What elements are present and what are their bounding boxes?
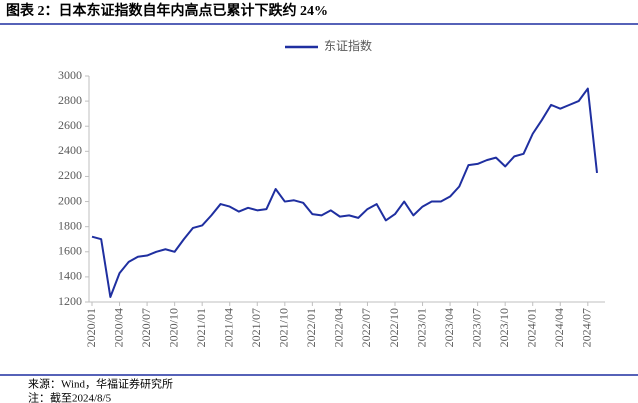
note: 注：截至2024/8/5 bbox=[28, 391, 112, 403]
x-tick-label: 2023/10 bbox=[497, 308, 511, 347]
x-tick-label: 2024/07 bbox=[580, 308, 594, 347]
y-tick-label: 1600 bbox=[58, 244, 82, 258]
x-tick-label: 2023/04 bbox=[442, 308, 456, 347]
x-tick-label: 2020/04 bbox=[111, 308, 125, 347]
y-tick-label: 1200 bbox=[58, 294, 82, 308]
y-tick-label: 2000 bbox=[58, 193, 82, 207]
x-tick-label: 2024/04 bbox=[552, 308, 566, 347]
y-tick-label: 2600 bbox=[58, 118, 82, 132]
y-tick-label: 2400 bbox=[58, 143, 82, 157]
x-tick-label: 2022/01 bbox=[304, 308, 318, 347]
x-tick-label: 2023/07 bbox=[469, 308, 483, 347]
legend-label: 东证指数 bbox=[324, 38, 372, 53]
x-tick-label: 2021/01 bbox=[194, 308, 208, 347]
x-tick-label: 2021/04 bbox=[221, 308, 235, 347]
x-tick-label: 2022/04 bbox=[332, 308, 346, 347]
x-tick-label: 2021/10 bbox=[277, 308, 291, 347]
y-tick-label: 3000 bbox=[58, 68, 82, 82]
x-tick-label: 2023/01 bbox=[414, 308, 428, 347]
y-tick-label: 1800 bbox=[58, 218, 82, 232]
data-line bbox=[91, 87, 598, 298]
y-tick-label: 1400 bbox=[58, 269, 82, 283]
x-tick-label: 2020/10 bbox=[166, 308, 180, 347]
y-tick-label: 2200 bbox=[58, 168, 82, 182]
source: 来源：Wind，华福证券研究所 bbox=[28, 377, 173, 391]
x-tick-label: 2024/01 bbox=[524, 308, 538, 347]
x-tick-label: 2021/07 bbox=[249, 308, 263, 347]
x-tick-label: 2022/10 bbox=[387, 308, 401, 347]
y-tick-label: 2800 bbox=[58, 93, 82, 107]
x-tick-label: 2020/07 bbox=[139, 308, 153, 347]
x-tick-label: 2020/01 bbox=[84, 308, 98, 347]
x-tick-label: 2022/07 bbox=[359, 308, 373, 347]
chart-title: 图表 2：日本东证指数自年内高点已累计下跌约 24% bbox=[6, 2, 328, 19]
